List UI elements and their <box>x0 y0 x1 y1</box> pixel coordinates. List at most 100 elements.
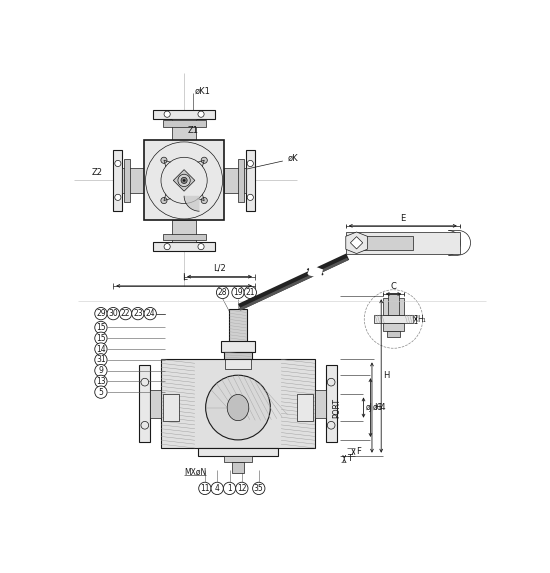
Bar <box>172 119 196 140</box>
Text: 5: 5 <box>98 388 103 397</box>
Circle shape <box>198 244 204 250</box>
Polygon shape <box>184 196 200 211</box>
Circle shape <box>95 364 107 377</box>
Text: 11: 11 <box>200 484 210 493</box>
Bar <box>124 159 130 202</box>
Bar <box>383 298 404 315</box>
Text: øJ: øJ <box>366 403 373 412</box>
Text: Z1: Z1 <box>188 126 199 135</box>
Circle shape <box>244 286 256 299</box>
Circle shape <box>236 482 248 494</box>
Bar <box>363 236 412 250</box>
Bar <box>229 309 248 359</box>
Text: 23: 23 <box>133 309 142 318</box>
Circle shape <box>95 308 107 320</box>
Bar <box>161 359 315 448</box>
Bar <box>388 293 399 315</box>
Ellipse shape <box>227 394 249 421</box>
Circle shape <box>115 160 121 167</box>
Bar <box>163 394 179 421</box>
Text: E: E <box>400 214 405 223</box>
Circle shape <box>119 308 132 320</box>
Text: 4: 4 <box>214 484 219 493</box>
Bar <box>224 168 246 193</box>
Bar <box>297 394 312 421</box>
Circle shape <box>178 174 190 187</box>
Text: 13: 13 <box>96 377 106 386</box>
Bar <box>161 359 200 448</box>
Circle shape <box>95 321 107 333</box>
Text: 31: 31 <box>96 355 106 364</box>
Circle shape <box>327 421 335 429</box>
Text: MXøN: MXøN <box>184 468 206 477</box>
Circle shape <box>141 378 149 386</box>
Circle shape <box>141 421 149 429</box>
Text: H: H <box>383 371 390 380</box>
Circle shape <box>107 308 119 320</box>
Bar <box>375 315 412 323</box>
Text: øG: øG <box>373 403 383 412</box>
Circle shape <box>161 198 167 203</box>
Bar <box>113 150 123 211</box>
Circle shape <box>252 482 265 494</box>
Text: L: L <box>182 273 186 282</box>
Circle shape <box>223 482 236 494</box>
Text: 12: 12 <box>237 484 246 493</box>
Bar <box>153 242 215 251</box>
Text: 21: 21 <box>245 288 255 297</box>
Circle shape <box>183 179 185 182</box>
Text: 15: 15 <box>96 333 106 343</box>
Circle shape <box>132 308 144 320</box>
Text: H4: H4 <box>375 403 386 412</box>
Circle shape <box>161 157 167 163</box>
Circle shape <box>327 378 335 386</box>
Bar <box>224 352 252 359</box>
Text: 30: 30 <box>108 309 118 318</box>
Text: Z2: Z2 <box>92 168 103 177</box>
Bar <box>144 140 224 221</box>
Circle shape <box>164 111 170 117</box>
Circle shape <box>95 375 107 387</box>
Circle shape <box>198 111 204 117</box>
Bar <box>163 120 206 127</box>
Polygon shape <box>350 237 363 249</box>
Circle shape <box>95 386 107 398</box>
Bar <box>123 168 144 193</box>
Bar <box>163 234 206 241</box>
Bar <box>150 390 161 418</box>
Text: 28: 28 <box>218 288 227 297</box>
Text: F: F <box>356 448 361 456</box>
Circle shape <box>181 177 187 183</box>
Circle shape <box>95 332 107 344</box>
Text: 24: 24 <box>145 309 155 318</box>
Circle shape <box>232 286 244 299</box>
Polygon shape <box>346 232 367 254</box>
Circle shape <box>95 343 107 355</box>
Text: PORT: PORT <box>332 398 341 418</box>
Bar <box>172 221 196 242</box>
Circle shape <box>115 194 121 201</box>
Bar <box>221 341 255 352</box>
Circle shape <box>248 194 254 201</box>
Bar <box>326 365 337 442</box>
Text: 19: 19 <box>233 288 243 297</box>
Circle shape <box>201 157 207 163</box>
Bar <box>225 359 251 368</box>
Bar <box>387 331 400 337</box>
Text: 1: 1 <box>227 484 232 493</box>
Bar <box>246 150 255 211</box>
Circle shape <box>95 354 107 366</box>
Text: 22: 22 <box>121 309 130 318</box>
Circle shape <box>206 375 271 440</box>
Bar <box>232 462 244 473</box>
Bar <box>140 365 150 442</box>
Text: øK: øK <box>247 154 299 169</box>
Bar <box>153 109 215 119</box>
Text: 35: 35 <box>254 484 263 493</box>
Text: 9: 9 <box>98 366 103 375</box>
Text: L/2: L/2 <box>213 264 226 273</box>
Circle shape <box>211 482 223 494</box>
Circle shape <box>248 160 254 167</box>
Bar <box>383 323 404 331</box>
Circle shape <box>201 198 207 203</box>
